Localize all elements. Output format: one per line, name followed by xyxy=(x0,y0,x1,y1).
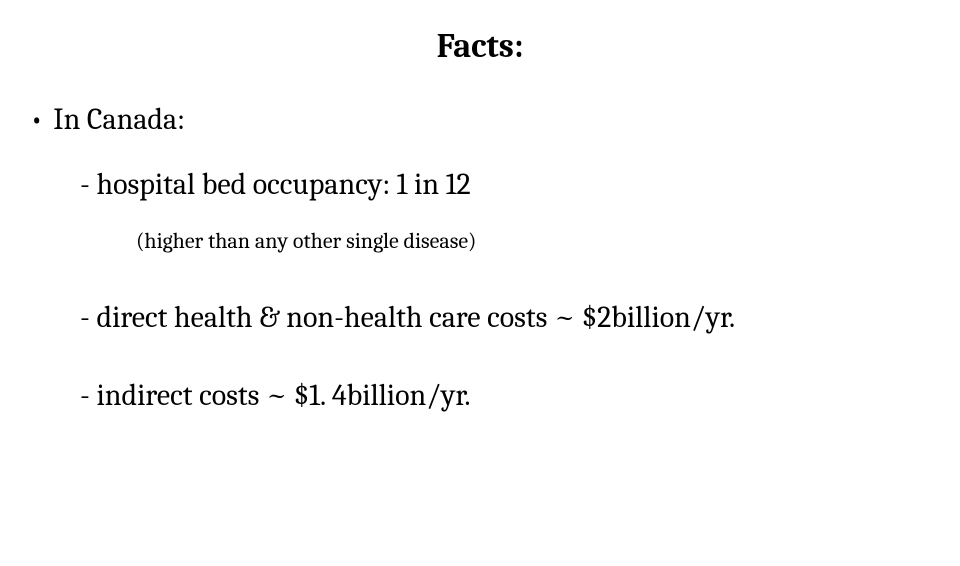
bullet-row: • In Canada: xyxy=(30,102,960,137)
sub-item-3: - indirect costs ~ $1. 4billion/yr. xyxy=(30,376,960,417)
sub-item-1: - hospital bed occupancy: 1 in 12 xyxy=(30,165,960,206)
parenthetical-note: (higher than any other single disease) xyxy=(30,228,960,254)
slide-title: Facts: xyxy=(0,26,960,66)
bullet-marker: • xyxy=(30,102,43,137)
sub-item-2: - direct health & non-health care costs … xyxy=(30,298,960,339)
slide-content: • In Canada: - hospital bed occupancy: 1… xyxy=(0,102,960,417)
bullet-text: In Canada: xyxy=(53,102,185,137)
